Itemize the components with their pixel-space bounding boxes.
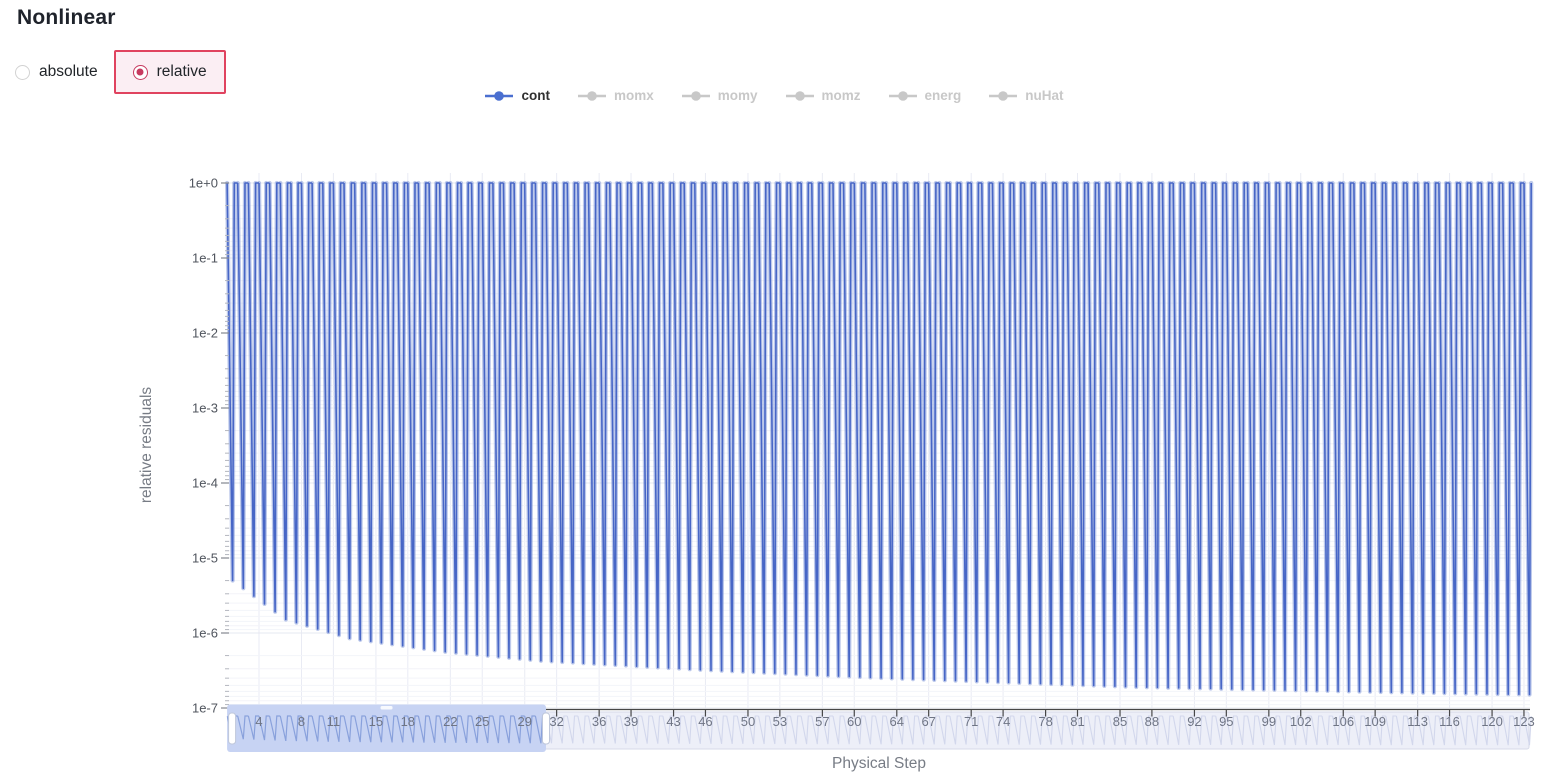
radio-absolute-label: absolute (39, 63, 98, 80)
x-tick-label: 64 (890, 714, 904, 729)
radio-relative-label: relative (156, 63, 207, 80)
legend-item-energ[interactable]: energ (888, 88, 962, 103)
legend-line-dot-icon (785, 90, 814, 101)
y-tick-label: 1e+0 (189, 176, 218, 191)
radio-unselected-icon (15, 64, 30, 80)
x-tick-label: 123 (1513, 714, 1535, 729)
x-tick-label: 113 (1407, 714, 1428, 729)
x-tick-label: 92 (1187, 714, 1201, 729)
x-tick-label: 32 (549, 714, 563, 729)
x-tick-label: 15 (369, 714, 383, 729)
legend-item-momy[interactable]: momy (681, 88, 758, 103)
x-tick-label: 99 (1262, 714, 1276, 729)
x-tick-label: 106 (1332, 714, 1354, 729)
y-tick-label: 1e-1 (192, 251, 218, 266)
x-tick-label: 8 (298, 714, 305, 729)
rangeslider-window[interactable] (227, 704, 546, 753)
x-tick-label: 71 (964, 714, 978, 729)
x-tick-label: 81 (1070, 714, 1084, 729)
legend-item-label: energ (924, 88, 962, 103)
x-tick-label: 57 (815, 714, 829, 729)
page-title: Nonlinear (17, 6, 116, 29)
rangeslider-handle-left[interactable] (228, 712, 237, 745)
x-tick-label: 60 (847, 714, 861, 729)
plot-area[interactable] (228, 173, 1530, 708)
legend-line-dot-icon (577, 90, 606, 101)
legend-item-momz[interactable]: momz (785, 88, 861, 103)
x-tick-label: 102 (1290, 714, 1312, 729)
series-cont (225, 180, 1534, 697)
x-tick-label: 95 (1219, 714, 1233, 729)
series-cont-line (226, 182, 1532, 696)
legend-item-label: nuHat (1025, 88, 1064, 103)
chart-legend: cont momx momy momz energ nuHat (0, 88, 1548, 103)
y-axis-title: relative residuals (138, 387, 155, 504)
x-tick-label: 43 (666, 714, 680, 729)
x-axis-title: Physical Step (832, 755, 926, 772)
legend-item-label: momx (613, 88, 654, 103)
x-tick-label: 29 (518, 714, 532, 729)
radio-option-absolute[interactable]: absolute (15, 52, 108, 92)
rangeslider-handle-right[interactable] (542, 712, 550, 745)
radio-option-relative[interactable]: relative (113, 50, 226, 94)
x-tick-label: 18 (401, 714, 415, 729)
y-tick-label: 1e-2 (192, 326, 218, 341)
legend-line-dot-icon (888, 90, 917, 101)
y-tick-label: 1e-6 (192, 626, 218, 641)
legend-item-momx[interactable]: momx (577, 88, 654, 103)
x-tick-label: 50 (741, 714, 755, 729)
x-tick-labels: 4 8 11 15 18 22 25 29 32 36 39 43 46 50 53 57 60 64 67 71 74… (255, 714, 1534, 729)
legend-item-label: momy (717, 88, 758, 103)
x-tick-label: 4 (255, 714, 262, 729)
legend-line-dot-icon (485, 90, 514, 101)
x-tick-label: 109 (1364, 714, 1386, 729)
x-tick-label: 39 (624, 714, 638, 729)
legend-item-label: cont (521, 88, 550, 103)
y-tick-label: 1e-4 (192, 476, 218, 491)
legend-line-dot-icon (681, 90, 710, 101)
x-tick-label: 22 (443, 714, 457, 729)
legend-item-nuHat[interactable]: nuHat (988, 88, 1064, 103)
x-tick-label: 46 (698, 714, 712, 729)
y-tick-label: 1e-7 (192, 701, 218, 716)
x-tick-label: 88 (1145, 714, 1159, 729)
x-tick-label: 116 (1439, 714, 1460, 729)
x-tick-label: 120 (1481, 714, 1503, 729)
y-tick-label: 1e-5 (192, 551, 218, 566)
rangeslider-grip[interactable] (380, 706, 393, 710)
x-tick-label: 11 (327, 714, 341, 729)
x-tick-label: 25 (475, 714, 489, 729)
x-tick-label: 67 (921, 714, 935, 729)
mode-radio-group: absolute relative (15, 50, 226, 94)
y-tick-label: 1e-3 (192, 401, 218, 416)
rangeslider-handles (228, 706, 550, 745)
x-tick-label: 78 (1038, 714, 1052, 729)
x-tick-label: 53 (773, 714, 787, 729)
radio-selected-icon (132, 64, 148, 80)
x-tick-label: 36 (592, 714, 606, 729)
y-axis: 1e+0 1e-1 1e-2 1e-3 1e-4 1e-5 1e-6 1e-7 (189, 176, 229, 716)
legend-item-cont[interactable]: cont (484, 88, 550, 103)
x-tick-label: 74 (996, 714, 1010, 729)
legend-line-dot-icon (989, 90, 1018, 101)
x-tick-label: 85 (1113, 714, 1127, 729)
legend-item-label: momz (821, 88, 861, 103)
